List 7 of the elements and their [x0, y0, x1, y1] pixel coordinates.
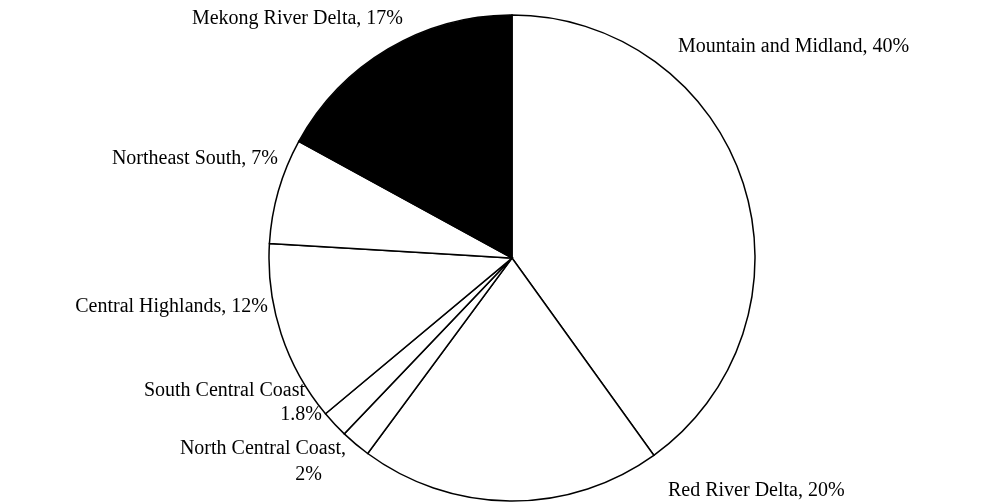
slice-label: Northeast South, 7% — [111, 146, 278, 168]
slice-label: North Central Coast, 2% — [179, 436, 346, 484]
slice-label: Red River Delta, 20% — [668, 478, 845, 500]
slice-label: Mekong River Delta, 17% — [191, 6, 403, 29]
slice-label: South Central Coast 1.8% — [143, 378, 322, 424]
slice-label: Central Highlands, 12% — [75, 294, 268, 317]
slice-label: Mountain and Midland, 40% — [678, 34, 910, 56]
